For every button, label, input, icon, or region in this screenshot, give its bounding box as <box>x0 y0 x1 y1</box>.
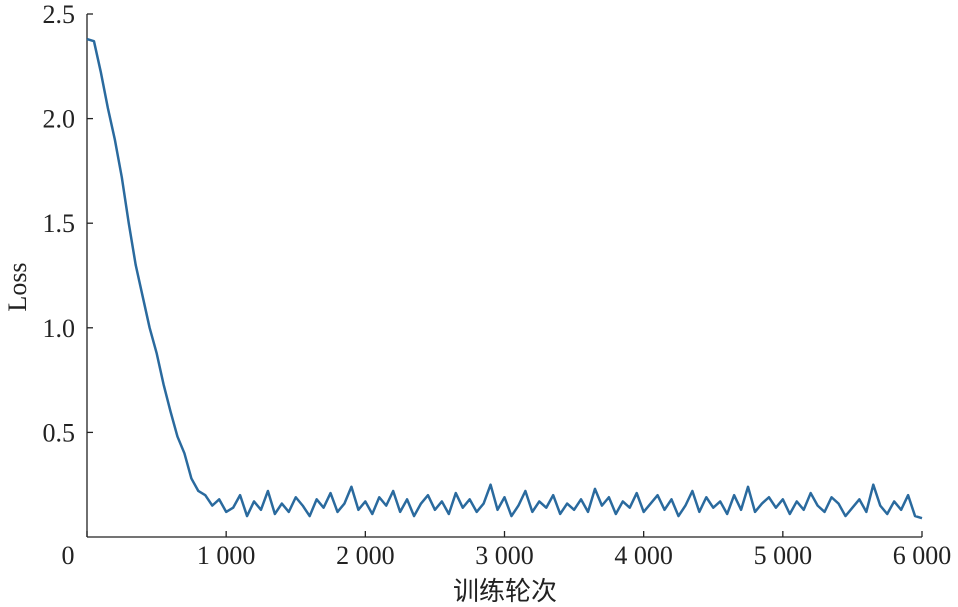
x-tick-label: 6 000 <box>893 541 952 570</box>
y-tick-label: 1.0 <box>43 314 76 343</box>
y-tick-label: 0.5 <box>43 418 76 447</box>
y-tick-label: 2.0 <box>43 105 76 134</box>
x-tick-label: 0 <box>62 541 75 570</box>
x-tick-label: 2 000 <box>336 541 395 570</box>
loss-line <box>86 37 923 520</box>
y-tick-label: 1.5 <box>43 209 76 238</box>
x-tick-label: 1 000 <box>197 541 256 570</box>
x-tick-label: 3 000 <box>475 541 534 570</box>
x-tick-label: 5 000 <box>754 541 813 570</box>
y-axis-label: Loss <box>3 262 32 311</box>
y-tick-label: 2.5 <box>43 0 76 29</box>
x-tick-label: 4 000 <box>614 541 673 570</box>
x-axis-label: 训练轮次 <box>453 577 557 606</box>
